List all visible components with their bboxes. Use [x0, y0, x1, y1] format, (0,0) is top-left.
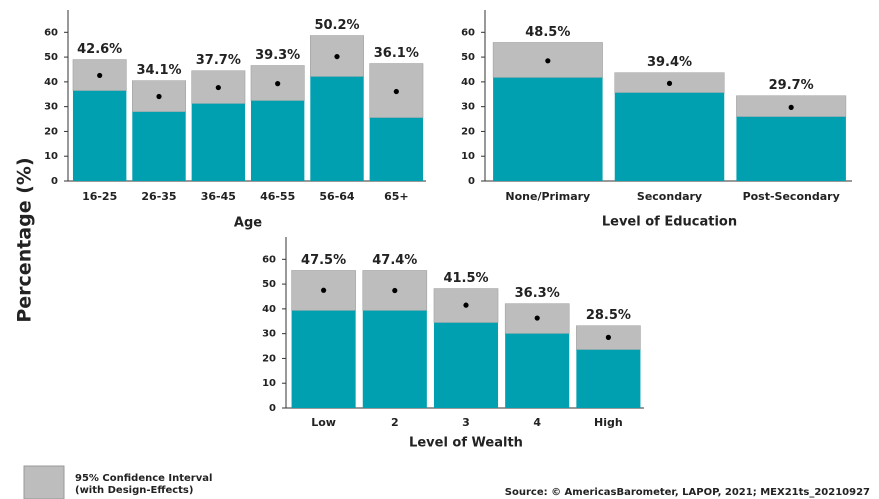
- bar: [576, 349, 641, 408]
- value-label: 28.5%: [586, 308, 631, 323]
- value-label: 36.3%: [515, 286, 560, 301]
- value-label: 50.2%: [314, 18, 359, 33]
- y-tick-label: 50: [44, 52, 58, 63]
- point-estimate: [534, 315, 540, 321]
- value-label: 39.3%: [255, 48, 300, 63]
- y-tick-label: 0: [51, 176, 58, 187]
- point-estimate: [275, 81, 281, 87]
- point-estimate: [545, 58, 551, 64]
- value-label: 47.5%: [301, 253, 346, 268]
- value-label: 34.1%: [136, 63, 181, 78]
- legend-swatch: [23, 465, 65, 499]
- value-label: 42.6%: [77, 42, 122, 57]
- bar: [310, 76, 364, 181]
- y-tick-label: 60: [262, 254, 276, 265]
- y-tick-label: 60: [44, 27, 58, 38]
- legend-label: 95% Confidence Interval: [75, 473, 212, 484]
- x-tick-label: 46-55: [260, 190, 295, 203]
- bar: [369, 117, 424, 181]
- x-tick-label: 56-64: [319, 190, 355, 203]
- ci-band: [72, 59, 127, 92]
- bar: [132, 111, 186, 181]
- y-tick-label: 20: [44, 126, 58, 137]
- x-tick-label: 3: [462, 416, 470, 429]
- value-label: 41.5%: [443, 271, 488, 286]
- y-tick-label: 20: [461, 126, 475, 137]
- x-tick-label: 36-45: [201, 190, 236, 203]
- y-tick-label: 40: [262, 304, 276, 315]
- y-tick-label: 10: [44, 151, 58, 162]
- point-estimate: [463, 302, 469, 308]
- bar: [250, 100, 305, 181]
- bar: [72, 90, 127, 181]
- x-axis-label: Age: [234, 216, 262, 231]
- point-estimate: [788, 104, 794, 110]
- x-tick-label: 26-35: [141, 190, 176, 203]
- value-label: 29.7%: [769, 78, 814, 93]
- point-estimate: [666, 80, 673, 86]
- bar: [736, 116, 846, 181]
- y-axis-label: Percentage (%): [14, 157, 36, 322]
- y-tick-label: 20: [262, 353, 276, 364]
- point-estimate: [393, 88, 399, 95]
- value-label: 39.4%: [647, 55, 692, 70]
- y-tick-label: 30: [461, 102, 475, 113]
- y-tick-label: 30: [262, 329, 276, 340]
- bar: [505, 333, 570, 408]
- value-label: 37.7%: [196, 53, 241, 68]
- x-axis-label: Level of Wealth: [409, 436, 523, 451]
- bar: [614, 92, 725, 181]
- value-label: 48.5%: [525, 25, 570, 40]
- y-tick-label: 60: [461, 27, 475, 38]
- x-axis-label: Level of Education: [602, 215, 737, 230]
- source: Source: © AmericasBarometer, LAPOP, 2021…: [505, 487, 870, 498]
- x-tick-label: 65+: [384, 190, 409, 203]
- value-label: 36.1%: [374, 46, 419, 61]
- y-tick-label: 10: [262, 378, 276, 389]
- bar: [291, 310, 356, 408]
- point-estimate: [334, 53, 340, 60]
- bar: [493, 77, 603, 181]
- x-tick-label: Low: [311, 416, 336, 429]
- point-estimate: [321, 287, 327, 293]
- point-estimate: [392, 287, 398, 294]
- x-tick-label: 4: [533, 416, 541, 429]
- y-tick-label: 50: [262, 279, 276, 290]
- y-tick-label: 50: [461, 52, 475, 63]
- x-tick-label: 2: [391, 416, 399, 429]
- point-estimate: [605, 334, 612, 340]
- x-tick-label: High: [594, 416, 623, 429]
- bar: [362, 310, 427, 408]
- point-estimate: [156, 93, 162, 100]
- bar: [191, 103, 246, 181]
- x-tick-label: 16-25: [82, 190, 117, 203]
- y-tick-label: 0: [468, 176, 475, 187]
- x-tick-label: None/Primary: [505, 190, 590, 203]
- y-tick-label: 40: [44, 77, 58, 88]
- value-label: 47.4%: [372, 253, 417, 268]
- legend-label: (with Design-Effects): [75, 485, 193, 496]
- bar: [433, 322, 499, 408]
- y-tick-label: 30: [44, 102, 58, 113]
- point-estimate: [97, 72, 103, 79]
- y-tick-label: 0: [269, 403, 276, 414]
- y-tick-label: 10: [461, 151, 475, 162]
- x-tick-label: Secondary: [637, 190, 702, 203]
- y-tick-label: 40: [461, 77, 475, 88]
- point-estimate: [215, 84, 221, 91]
- x-tick-label: Post-Secondary: [743, 190, 840, 203]
